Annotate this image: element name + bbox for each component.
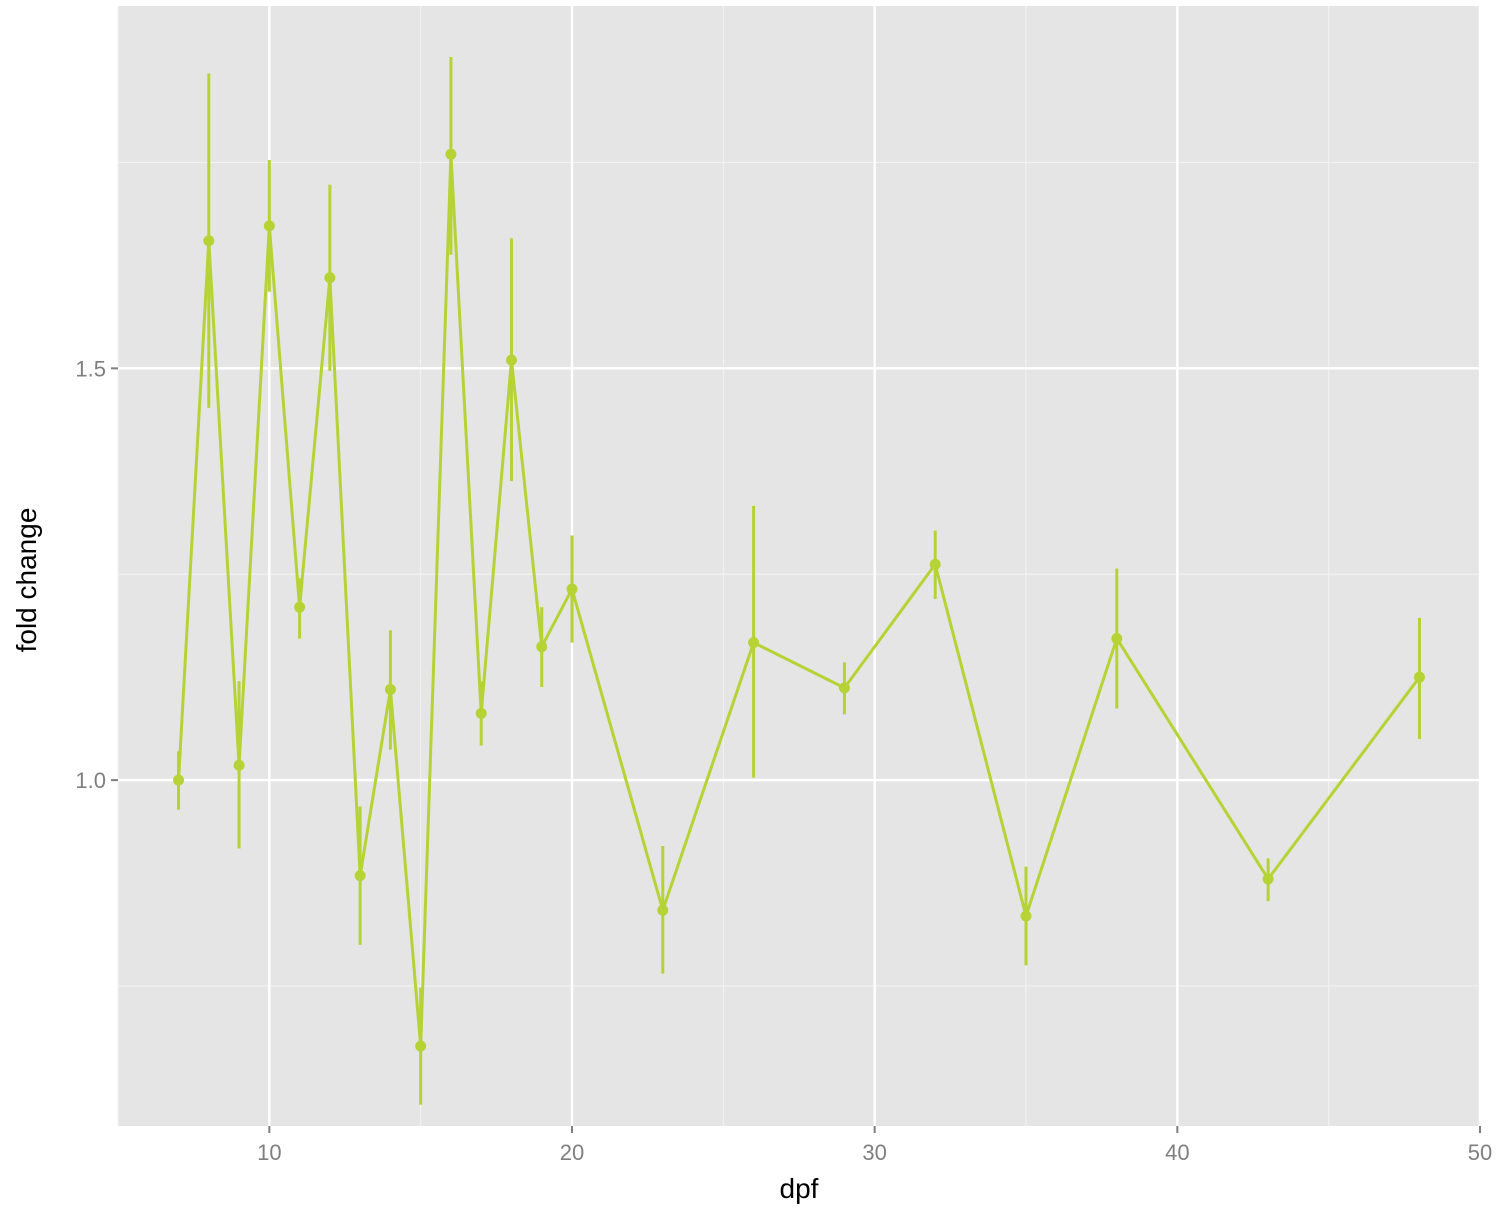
x-tick-label: 40 [1165, 1140, 1189, 1165]
data-point [324, 272, 336, 284]
x-axis-title: dpf [780, 1173, 819, 1204]
data-point [415, 1040, 427, 1052]
plot-panel [118, 6, 1480, 1126]
data-points [173, 148, 1425, 1052]
data-point [354, 870, 366, 882]
y-tick-label: 1.5 [75, 356, 106, 381]
data-point [536, 641, 548, 653]
data-point [233, 759, 245, 771]
data-point [505, 354, 517, 366]
data-point [173, 774, 185, 786]
data-point [294, 601, 306, 613]
x-tick-label: 10 [257, 1140, 281, 1165]
y-axis-title: fold change [11, 508, 42, 653]
series-line [177, 152, 1421, 1048]
x-tick-label: 50 [1468, 1140, 1492, 1165]
major-gridlines [118, 6, 1482, 1126]
data-point [384, 684, 396, 696]
data-point [1111, 632, 1123, 644]
data-point [1413, 671, 1425, 683]
data-point [445, 148, 457, 160]
data-point [748, 637, 760, 649]
data-point [263, 220, 275, 232]
data-point [657, 904, 669, 916]
data-point [1262, 873, 1274, 885]
x-tick-label: 20 [560, 1140, 584, 1165]
y-axis-ticks: 1.0 1.5 [75, 356, 118, 793]
data-point [566, 583, 578, 595]
data-point [1020, 910, 1032, 922]
y-tick-label: 1.0 [75, 768, 106, 793]
data-point [203, 235, 215, 247]
data-point [838, 682, 850, 694]
data-point [929, 558, 941, 570]
series-lines [177, 152, 1421, 1048]
x-tick-label: 30 [862, 1140, 886, 1165]
data-point [475, 707, 487, 719]
x-axis-ticks: 10 20 30 40 50 [257, 1126, 1492, 1165]
